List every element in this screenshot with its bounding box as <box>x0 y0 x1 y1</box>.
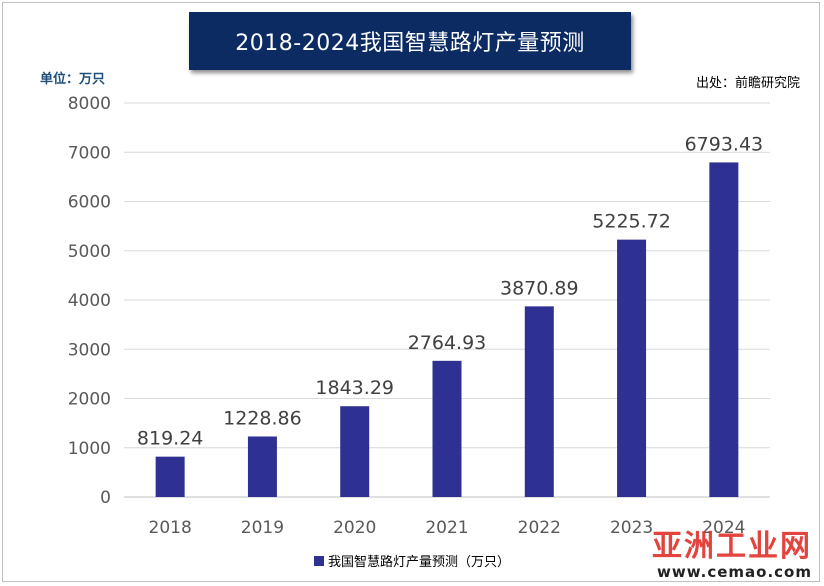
bar-2024 <box>709 162 739 497</box>
bar-2021 <box>432 360 462 497</box>
y-tick-label: 6000 <box>68 193 111 213</box>
y-tick-label: 8000 <box>68 94 111 114</box>
title-banner: 2018-2024我国智慧路灯产量预测 <box>189 12 631 70</box>
bar-2023 <box>617 239 647 497</box>
y-tick-label: 7000 <box>68 143 111 163</box>
y-tick-label: 1000 <box>68 439 111 459</box>
bars <box>155 162 739 497</box>
x-tick-label-2023: 2023 <box>610 518 653 538</box>
legend-label: 我国智慧路灯产量预测（万只） <box>327 555 510 570</box>
x-tick-label-2024: 2024 <box>702 518 745 538</box>
watermark: 亚洲工业网 www.cemao.com <box>652 529 812 581</box>
watermark-url: www.cemao.com <box>657 563 812 581</box>
bar-2022 <box>524 306 554 497</box>
legend: 我国智慧路灯产量预测（万只） <box>0 551 824 570</box>
bar-2018 <box>155 456 185 497</box>
gridlines <box>124 102 770 498</box>
chart-title: 2018-2024我国智慧路灯产量预测 <box>235 31 585 56</box>
x-tick-label-2018: 2018 <box>149 518 192 538</box>
y-axis-ticks: 0 1000 2000 3000 4000 5000 6000 7000 8000 <box>68 94 111 508</box>
y-tick-label: 0 <box>100 488 111 508</box>
data-label-2018: 819.24 <box>137 428 203 450</box>
data-label-2024: 6793.43 <box>685 133 764 155</box>
x-tick-label-2020: 2020 <box>333 518 376 538</box>
source-label: 出处：前瞻研究院 <box>695 76 800 91</box>
data-label-2021: 2764.93 <box>408 332 487 354</box>
data-label-2023: 5225.72 <box>592 211 671 233</box>
y-tick-label: 3000 <box>68 340 111 360</box>
legend-swatch <box>313 555 324 566</box>
y-tick-label: 5000 <box>68 242 111 262</box>
watermark-logo-text: 亚洲工业网 <box>652 529 812 564</box>
bar-2019 <box>247 436 277 497</box>
y-tick-label: 2000 <box>68 390 111 410</box>
x-tick-label-2021: 2021 <box>425 518 468 538</box>
data-labels: 819.24 1228.86 1843.29 2764.93 3870.89 5225.7… <box>137 133 763 449</box>
data-label-2019: 1228.86 <box>223 407 302 429</box>
x-tick-label-2022: 2022 <box>518 518 561 538</box>
x-tick-label-2019: 2019 <box>241 518 284 538</box>
x-axis-ticks: 2018 2019 2020 2021 2022 2023 2024 <box>149 518 746 538</box>
unit-label: 单位：万只 <box>40 72 106 87</box>
data-label-2020: 1843.29 <box>315 377 394 399</box>
data-label-2022: 3870.89 <box>500 277 579 299</box>
bar-2020 <box>340 406 370 497</box>
y-tick-label: 4000 <box>68 291 111 311</box>
